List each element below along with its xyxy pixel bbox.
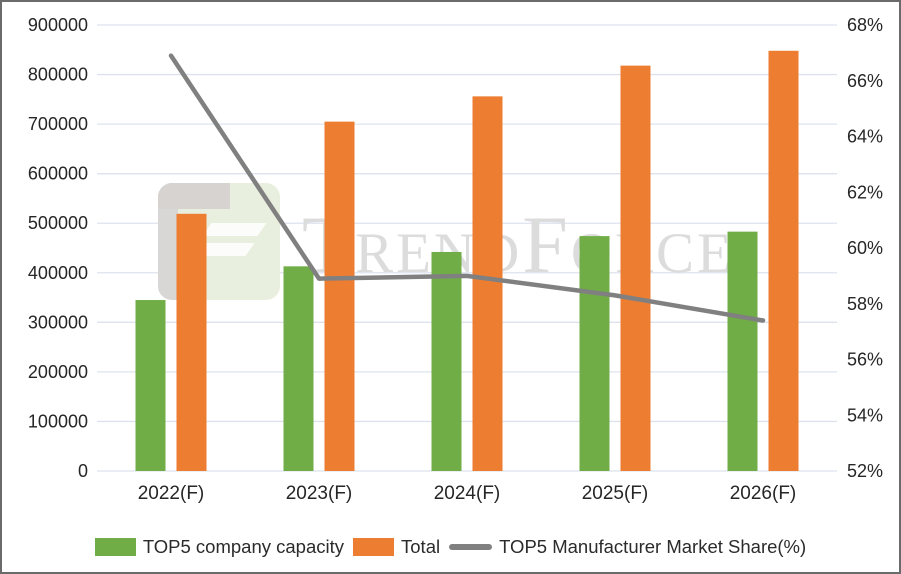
- x-axis-category-label: 2023(F): [286, 483, 353, 504]
- left-axis-tick-label: 200000: [28, 362, 88, 382]
- right-axis-tick-label: 58%: [847, 294, 883, 314]
- x-axis-category-label: 2025(F): [582, 483, 649, 504]
- left-axis-tick-label: 100000: [28, 411, 88, 431]
- legend-item-market-share: TOP5 Manufacturer Market Share(%): [449, 536, 806, 558]
- x-axis-category-label: 2022(F): [138, 483, 205, 504]
- bar-total: [176, 213, 207, 471]
- left-axis-tick-label: 700000: [28, 114, 88, 134]
- bar-total: [768, 50, 799, 471]
- x-axis-category-label: 2026(F): [730, 483, 797, 504]
- bar-top5-capacity: [283, 266, 314, 471]
- right-axis-tick-label: 54%: [847, 405, 883, 425]
- market-share-line: [168, 53, 766, 323]
- right-axis-tick-label: 52%: [847, 461, 883, 481]
- legend-label: TOP5 Manufacturer Market Share(%): [499, 536, 807, 557]
- bar-total: [472, 96, 503, 472]
- legend-label: Total: [401, 536, 441, 557]
- right-axis-tick-label: 60%: [847, 238, 883, 258]
- chart-legend: TOP5 company capacity Total TOP5 Manufac…: [2, 536, 899, 558]
- legend-swatch-green-bar: [94, 538, 136, 556]
- legend-item-top5-capacity: TOP5 company capacity: [94, 536, 345, 558]
- x-axis-category-label: 2024(F): [434, 483, 501, 504]
- legend-label: TOP5 company capacity: [142, 536, 345, 557]
- right-axis-tick-label: 56%: [847, 350, 883, 370]
- left-axis-tick-label: 300000: [28, 312, 88, 332]
- bar-top5-capacity: [135, 300, 166, 471]
- legend-item-total: Total: [353, 536, 440, 558]
- right-axis-tick-label: 66%: [847, 71, 883, 91]
- bar-total: [620, 65, 651, 471]
- left-axis-tick-label: 900000: [28, 15, 88, 35]
- bar-top5-capacity: [727, 231, 758, 471]
- bar-top5-capacity: [431, 251, 462, 471]
- left-axis-tick-label: 600000: [28, 164, 88, 184]
- right-axis-tick-label: 64%: [847, 127, 883, 147]
- left-axis-tick-label: 0: [78, 461, 88, 481]
- right-axis-tick-label: 68%: [847, 15, 883, 35]
- left-axis-tick-label: 500000: [28, 213, 88, 233]
- left-axis-tick-label: 400000: [28, 263, 88, 283]
- legend-swatch-gray-line: [449, 544, 493, 550]
- right-axis-tick-label: 62%: [847, 182, 883, 202]
- bar-top5-capacity: [579, 236, 610, 471]
- legend-swatch-orange-bar: [353, 538, 395, 556]
- bar-total: [324, 121, 355, 471]
- left-axis-tick-label: 800000: [28, 65, 88, 85]
